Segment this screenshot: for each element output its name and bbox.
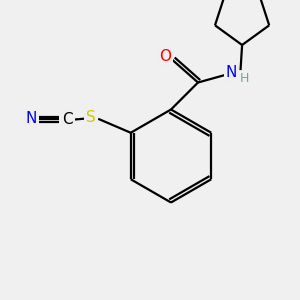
Text: C: C: [62, 112, 73, 127]
Text: O: O: [159, 49, 171, 64]
Text: S: S: [86, 110, 96, 125]
Text: N: N: [25, 111, 37, 126]
Text: N: N: [226, 65, 237, 80]
Text: H: H: [240, 71, 249, 85]
